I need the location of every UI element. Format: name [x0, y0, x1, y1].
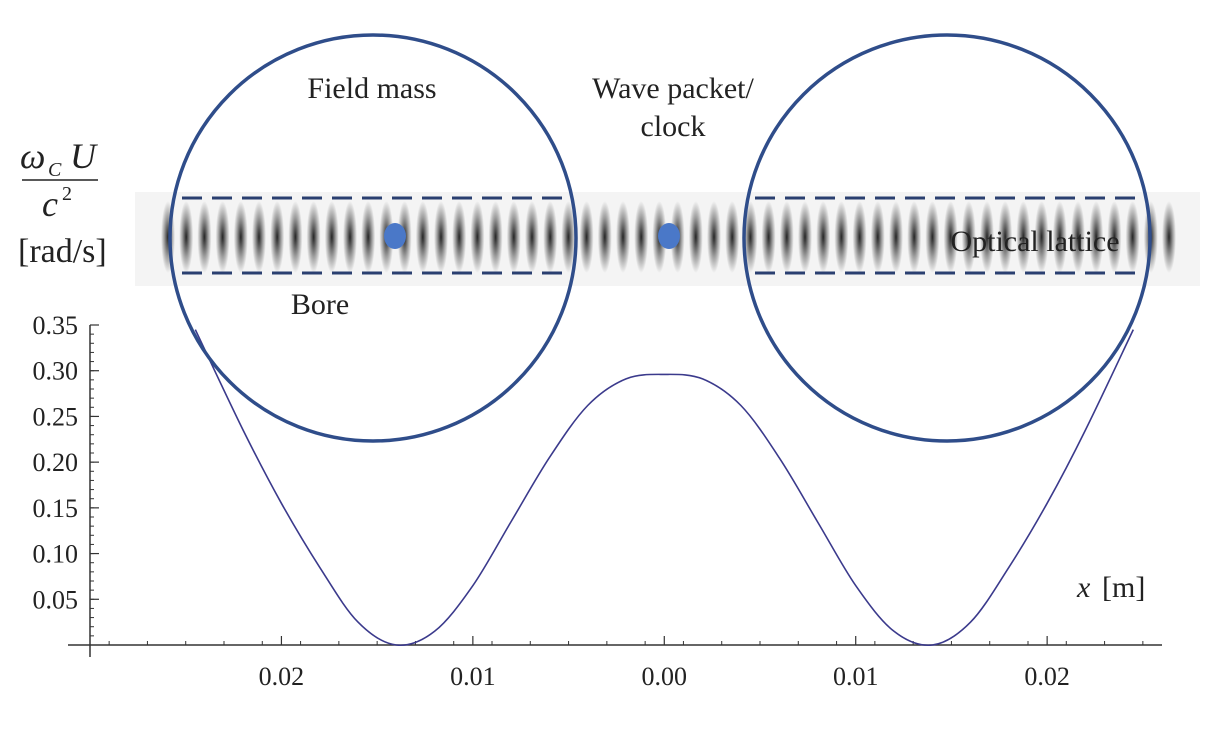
field-mass-circle-left [168, 33, 578, 443]
lattice-fringe [470, 201, 485, 273]
lattice-fringe [1052, 201, 1067, 273]
lattice-fringe [816, 201, 831, 273]
x-tick-label: 0.02 [259, 662, 305, 691]
lattice-fringe [725, 201, 740, 273]
y-tick-label: 0.30 [33, 357, 79, 386]
lattice-fringe [452, 201, 467, 273]
lattice-fringe [980, 201, 994, 273]
lattice-fringe [579, 201, 594, 273]
lattice-fringe [525, 201, 539, 273]
y-tick-label: 0.20 [33, 448, 79, 477]
lattice-fringe [252, 201, 266, 273]
y-axis-label: ω C U c 2 [rad/s] [18, 136, 107, 270]
lattice-fringe [270, 201, 285, 273]
lattice-fringe [852, 201, 867, 273]
x-tick-label: 0.02 [1024, 662, 1070, 691]
y-tick-label: 0.05 [33, 585, 79, 614]
lattice-fringe [597, 201, 612, 273]
x-label-unit: [m] [1102, 571, 1145, 604]
bore-label: Bore [291, 288, 349, 321]
potential-curve [194, 329, 1135, 647]
y-label-subscript: C [48, 159, 62, 181]
lattice-fringe [743, 201, 758, 273]
lattice-fringe [761, 201, 776, 273]
lattice-fringe [1162, 201, 1176, 273]
lattice-fringe [543, 201, 558, 273]
y-label-unit: [rad/s] [18, 233, 107, 270]
lattice-fringe [233, 201, 248, 273]
bore-lines [182, 196, 1145, 275]
lattice-fringe [925, 201, 940, 273]
lattice-fringe [998, 201, 1013, 273]
lattice-fringe [1089, 201, 1104, 273]
field-mass-circle-right [742, 33, 1152, 443]
lattice-fringe [343, 201, 357, 273]
y-tick-label: 0.35 [33, 311, 79, 340]
lattice-fringe [1016, 201, 1031, 273]
lattice-fringe [1107, 201, 1122, 273]
lattice-fringe [870, 201, 885, 273]
lattice-fringe [179, 201, 194, 273]
lattice-fringe [798, 201, 812, 273]
wave-packet-dot-center [658, 223, 680, 249]
axes: 0.02 0.01 0.00 0.01 0.02 0.05 0.10 0.15 0.20 0.2… [33, 311, 1162, 691]
y-tick-label: 0.25 [33, 402, 79, 431]
lattice-fringe [324, 201, 339, 273]
lattice-fringe [506, 201, 521, 273]
x-tick-label: 0.01 [833, 662, 879, 691]
x-ticks: 0.02 0.01 0.00 0.01 0.02 [108, 636, 1144, 691]
lattice-fringe [288, 201, 303, 273]
x-tick-label: 0.01 [450, 662, 496, 691]
lattice-fringe [488, 201, 503, 273]
field-mass-label: Field mass [307, 72, 436, 105]
y-label-U: U [70, 136, 98, 176]
optical-lattice-label: Optical lattice [950, 225, 1119, 258]
lattice-fringe [434, 201, 448, 273]
lattice-fringe [907, 201, 922, 273]
wave-packet-label: Wave packet/ [592, 72, 754, 105]
y-tick-label: 0.15 [33, 494, 79, 523]
lattice-fringe [779, 201, 794, 273]
lattice-fringe [616, 201, 630, 273]
lattice-fringe [889, 201, 903, 273]
x-tick-label: 0.00 [642, 662, 688, 691]
wave-packet-dot-left [384, 223, 406, 249]
clock-label: clock [641, 110, 706, 143]
lattice-fringe [415, 201, 430, 273]
lattice-fringe [561, 201, 576, 273]
y-label-exponent: 2 [62, 183, 72, 205]
lattice-fringe [361, 201, 376, 273]
lattice-fringe [215, 201, 230, 273]
y-label-omega: ω [20, 136, 45, 176]
lattice-fringe [688, 201, 703, 273]
lattice-fringe [306, 201, 321, 273]
lattice-fringe [1034, 201, 1049, 273]
optical-lattice-fringes [161, 201, 1176, 273]
lattice-fringe [834, 201, 849, 273]
lattice-fringe [197, 201, 212, 273]
y-tick-label: 0.10 [33, 540, 79, 569]
lattice-fringe [1125, 201, 1140, 273]
y-label-c: c [42, 184, 58, 224]
lattice-fringe [943, 201, 958, 273]
lattice-fringe [1071, 201, 1085, 273]
y-ticks: 0.05 0.10 0.15 0.20 0.25 0.30 0.35 [33, 311, 99, 637]
lattice-fringe [961, 201, 976, 273]
lattice-fringe [707, 201, 721, 273]
x-label-var: x [1076, 571, 1091, 604]
lattice-fringe [634, 201, 649, 273]
